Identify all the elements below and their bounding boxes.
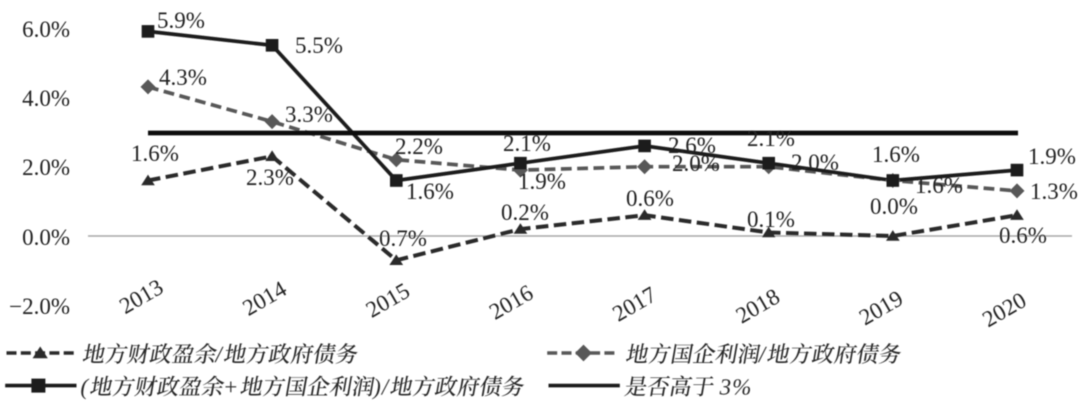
svg-text:0.7%: 0.7% [379, 226, 427, 251]
svg-text:−2.0%: −2.0% [9, 294, 70, 319]
svg-text:0.0%: 0.0% [870, 194, 918, 219]
svg-text:0.2%: 0.2% [501, 200, 549, 225]
svg-text:0.6%: 0.6% [626, 186, 674, 211]
svg-text:1.3%: 1.3% [1030, 179, 1078, 204]
svg-text:4.0%: 4.0% [22, 86, 70, 111]
svg-text:2.1%: 2.1% [747, 126, 795, 151]
svg-text:4.3%: 4.3% [159, 65, 207, 90]
svg-text:1.6%: 1.6% [131, 141, 179, 166]
svg-text:2.0%: 2.0% [22, 155, 70, 180]
svg-text:2.6%: 2.6% [668, 133, 716, 158]
svg-text:2.2%: 2.2% [395, 134, 443, 159]
svg-text:5.9%: 5.9% [157, 8, 205, 33]
svg-text:1.6%: 1.6% [406, 179, 454, 204]
svg-text:0.6%: 0.6% [999, 223, 1047, 248]
svg-text:2.0%: 2.0% [791, 150, 839, 175]
svg-text:1.9%: 1.9% [518, 169, 566, 194]
svg-text:0.0%: 0.0% [22, 225, 70, 250]
svg-text:2.3%: 2.3% [246, 165, 294, 190]
svg-text:2.0%: 2.0% [672, 151, 720, 176]
svg-text:0.1%: 0.1% [747, 207, 795, 232]
svg-text:1.9%: 1.9% [1028, 144, 1076, 169]
svg-text:1.6%: 1.6% [915, 173, 963, 198]
svg-text:1.6%: 1.6% [872, 142, 920, 167]
svg-text:3.3%: 3.3% [285, 102, 333, 127]
svg-text:6.0%: 6.0% [22, 17, 70, 42]
svg-text:2.1%: 2.1% [503, 131, 551, 156]
svg-text:5.5%: 5.5% [295, 33, 343, 58]
